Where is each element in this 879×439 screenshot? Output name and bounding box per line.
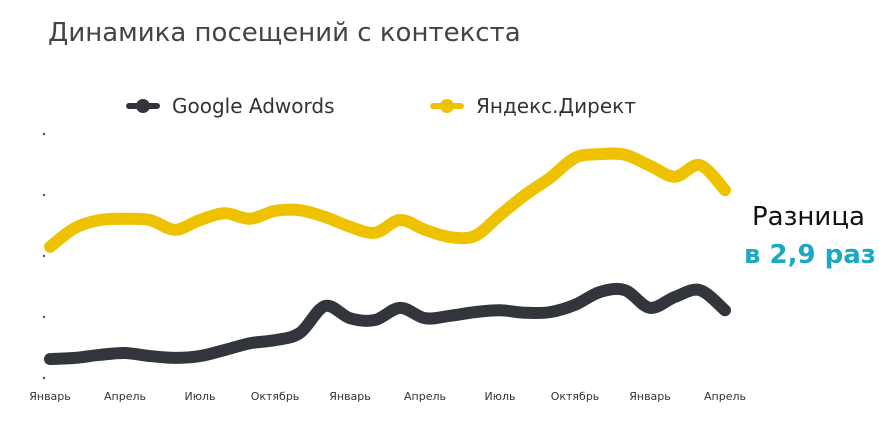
legend-swatch-icon (126, 99, 160, 113)
x-tick-label: Апрель (404, 390, 446, 403)
legend-item-yandex-direct: Яндекс.Директ (430, 94, 636, 118)
x-tick-label: Январь (29, 390, 71, 403)
x-tick-label: Апрель (704, 390, 746, 403)
x-tick-label: Январь (329, 390, 371, 403)
legend-label: Google Adwords (172, 94, 335, 118)
y-tick-mark (42, 315, 46, 319)
legend-label: Яндекс.Директ (476, 94, 636, 118)
y-tick-mark (42, 376, 46, 380)
legend-swatch-icon (430, 99, 464, 113)
series-line-yandex-direct (44, 147, 731, 253)
annotation-difference: Разница (752, 202, 865, 232)
x-tick-label: Июль (184, 390, 215, 403)
x-tick-label: Январь (629, 390, 671, 403)
chart-title: Динамика посещений с контекста (48, 18, 521, 48)
series-line-google-adwords (44, 282, 731, 366)
y-tick-mark (42, 193, 46, 197)
x-tick-label: Апрель (104, 390, 146, 403)
legend-item-google-adwords: Google Adwords (126, 94, 335, 118)
x-tick-label: Июль (484, 390, 515, 403)
y-tick-mark (42, 132, 46, 136)
annotation-ratio: в 2,9 раз (744, 240, 876, 270)
x-tick-label: Октябрь (551, 390, 600, 403)
x-tick-label: Октябрь (251, 390, 300, 403)
y-tick-mark (42, 254, 46, 258)
